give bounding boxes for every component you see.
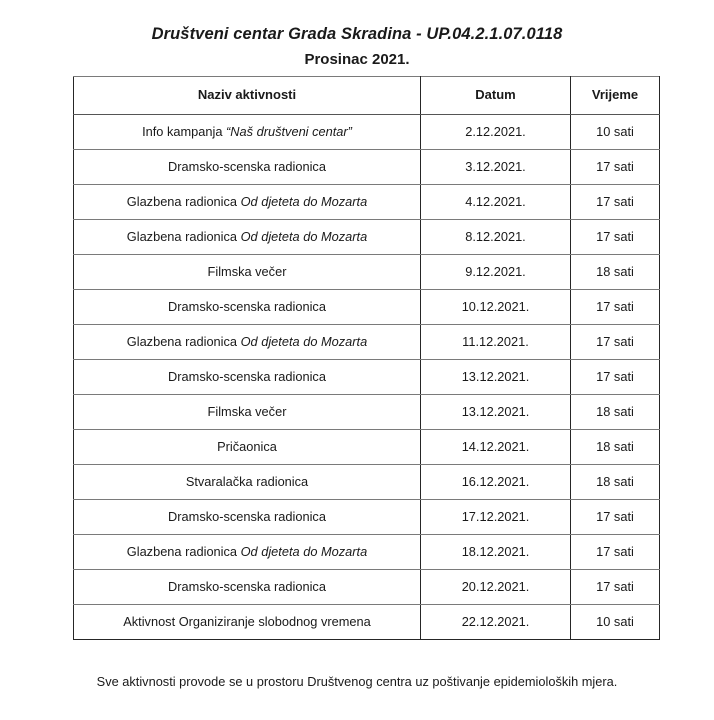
cell-date: 4.12.2021. [420, 184, 571, 220]
cell-time: 17 sati [570, 184, 660, 220]
cell-activity-name: Stvaralačka radionica [73, 464, 421, 500]
cell-time: 18 sati [570, 254, 660, 290]
cell-time: 18 sati [570, 429, 660, 465]
cell-date: 3.12.2021. [420, 149, 571, 185]
table-body: Info kampanja “Naš društveni centar” 2.12… [73, 114, 660, 640]
activity-name-plain: Dramsko-scenska radionica [168, 159, 326, 174]
cell-time: 17 sati [570, 289, 660, 325]
table-row: Glazbena radionica Od djeteta do Mozarta… [73, 324, 660, 360]
cell-activity-name: Filmska večer [73, 254, 421, 290]
cell-time: 17 sati [570, 534, 660, 570]
cell-activity-name: Dramsko-scenska radionica [73, 289, 421, 325]
cell-date: 14.12.2021. [420, 429, 571, 465]
cell-activity-name: Glazbena radionica Od djeteta do Mozarta [73, 324, 421, 360]
column-header-date: Datum [420, 76, 571, 115]
table-row: Dramsko-scenska radionica 20.12.2021. 17 s… [73, 569, 660, 605]
schedule-table: Naziv aktivnosti Datum Vrijeme Info kamp… [73, 76, 660, 640]
activity-name-plain: Stvaralačka radionica [185, 474, 309, 489]
cell-date: 2.12.2021. [420, 114, 571, 150]
activity-name-plain: Glazbena radionica [126, 544, 241, 559]
cell-time: 18 sati [570, 394, 660, 430]
table-row: Glazbena radionica Od djeteta do Mozarta… [73, 219, 660, 255]
table-row: Dramsko-scenska radionica 3.12.2021. 17 sa… [73, 149, 660, 185]
page-subtitle: Prosinac 2021. [304, 50, 410, 68]
table-row: Dramsko-scenska radionica 10.12.2021. 17 s… [73, 289, 660, 325]
cell-date: 20.12.2021. [420, 569, 571, 605]
cell-date: 18.12.2021. [420, 534, 571, 570]
table-row: Filmska večer 13.12.2021. 18 sati [73, 394, 660, 430]
cell-date: 16.12.2021. [420, 464, 571, 500]
table-row: Filmska večer 9.12.2021. 18 sati [73, 254, 660, 290]
activity-name-plain: Info kampanja [142, 124, 227, 139]
table-row: Info kampanja “Naš društveni centar” 2.12… [73, 114, 660, 150]
table-row: Dramsko-scenska radionica 13.12.2021. 17 s… [73, 359, 660, 395]
activity-name-plain: Glazbena radionica [126, 334, 241, 349]
title-block: Društveni centar Grada Skradina - UP.04.… [0, 0, 714, 69]
cell-time: 10 sati [570, 604, 660, 640]
cell-activity-name: Glazbena radionica Od djeteta do Mozarta [73, 184, 421, 220]
schedule-table-wrapper: Naziv aktivnosti Datum Vrijeme Info kamp… [73, 76, 660, 640]
cell-date: 13.12.2021. [420, 394, 571, 430]
cell-date: 22.12.2021. [420, 604, 571, 640]
cell-date: 13.12.2021. [420, 359, 571, 395]
table-row: Pričaonica 14.12.2021. 18 sati [73, 429, 660, 465]
cell-activity-name: Info kampanja “Naš društveni centar” [73, 114, 421, 150]
page-title: Društveni centar Grada Skradina - UP.04.… [151, 25, 563, 43]
column-header-time: Vrijeme [570, 76, 660, 115]
activity-name-plain: Dramsko-scenska radionica [168, 369, 326, 384]
cell-date: 11.12.2021. [420, 324, 571, 360]
table-header: Naziv aktivnosti Datum Vrijeme [73, 76, 660, 115]
cell-time: 18 sati [570, 464, 660, 500]
cell-activity-name: Dramsko-scenska radionica [73, 149, 421, 185]
table-row: Aktivnost Organiziranje slobodnog vremen… [73, 604, 660, 640]
cell-activity-name: Glazbena radionica Od djeteta do Mozarta [73, 534, 421, 570]
table-header-row: Naziv aktivnosti Datum Vrijeme [73, 76, 660, 115]
activity-name-plain: Dramsko-scenska radionica [168, 579, 326, 594]
cell-activity-name: Dramsko-scenska radionica [73, 499, 421, 535]
activity-name-plain: Pričaonica [217, 439, 277, 454]
table-row: Dramsko-scenska radionica 17.12.2021. 17 s… [73, 499, 660, 535]
cell-activity-name: Pričaonica [73, 429, 421, 465]
activity-name-italic: Od djeteta do Mozarta [240, 544, 368, 559]
cell-date: 8.12.2021. [420, 219, 571, 255]
cell-time: 17 sati [570, 324, 660, 360]
cell-activity-name: Dramsko-scenska radionica [73, 359, 421, 395]
activity-name-plain: Filmska večer [207, 264, 287, 279]
cell-activity-name: Filmska večer [73, 394, 421, 430]
activity-name-plain: Dramsko-scenska radionica [168, 299, 326, 314]
cell-time: 17 sati [570, 149, 660, 185]
activity-name-plain: Glazbena radionica [126, 194, 241, 209]
cell-date: 10.12.2021. [420, 289, 571, 325]
cell-date: 17.12.2021. [420, 499, 571, 535]
activity-name-italic: Od djeteta do Mozarta [240, 229, 368, 244]
cell-activity-name: Glazbena radionica Od djeteta do Mozarta [73, 219, 421, 255]
table-row: Glazbena radionica Od djeteta do Mozarta… [73, 184, 660, 220]
cell-time: 17 sati [570, 359, 660, 395]
column-header-name: Naziv aktivnosti [73, 76, 421, 115]
footer-note: Sve aktivnosti provode se u prostoru Dru… [96, 674, 618, 689]
activity-name-plain: Aktivnost Organiziranje slobodnog vremen… [123, 614, 371, 629]
table-row: Stvaralačka radionica 16.12.2021. 18 sati [73, 464, 660, 500]
activity-name-plain: Filmska večer [207, 404, 287, 419]
cell-activity-name: Dramsko-scenska radionica [73, 569, 421, 605]
cell-time: 17 sati [570, 569, 660, 605]
activity-name-italic: Od djeteta do Mozarta [240, 334, 368, 349]
table-row: Glazbena radionica Od djeteta do Mozarta… [73, 534, 660, 570]
cell-time: 17 sati [570, 499, 660, 535]
cell-time: 17 sati [570, 219, 660, 255]
cell-activity-name: Aktivnost Organiziranje slobodnog vremen… [73, 604, 421, 640]
activity-name-plain: Dramsko-scenska radionica [168, 509, 326, 524]
cell-date: 9.12.2021. [420, 254, 571, 290]
activity-name-italic: Od djeteta do Mozarta [240, 194, 368, 209]
activity-name-plain: Glazbena radionica [126, 229, 241, 244]
activity-name-italic: “Naš društveni centar” [226, 124, 352, 139]
cell-time: 10 sati [570, 114, 660, 150]
